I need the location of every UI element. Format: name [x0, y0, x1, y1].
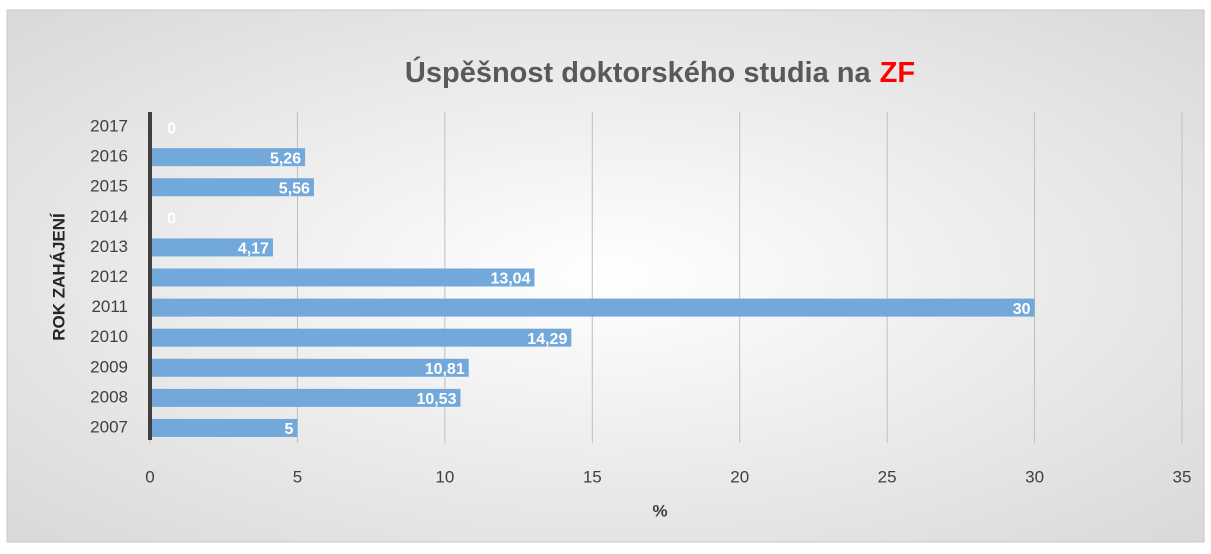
x-tick-label: 20	[730, 467, 749, 486]
y-tick-label: 2008	[90, 387, 128, 406]
y-axis-title: ROK ZAHÁJENÍ	[49, 212, 68, 341]
y-tick-label: 2017	[90, 117, 128, 136]
data-label: 5	[285, 421, 294, 438]
data-label: 14,29	[527, 331, 567, 348]
data-label: 10,81	[425, 361, 465, 378]
title-highlight: ZF	[880, 57, 915, 89]
data-label: 5,56	[279, 180, 310, 197]
x-tick-label: 25	[878, 467, 897, 486]
bar	[150, 358, 469, 377]
bar	[150, 298, 1035, 317]
bar	[150, 268, 535, 287]
data-label: 4,17	[238, 241, 269, 258]
x-tick-label: 5	[293, 467, 302, 486]
bar	[150, 178, 314, 197]
data-label: 30	[1013, 301, 1031, 318]
y-tick-label: 2012	[90, 267, 128, 286]
y-tick-label: 2011	[91, 297, 128, 316]
x-tick-label: 0	[145, 467, 154, 486]
x-tick-label: 35	[1173, 467, 1192, 486]
y-tick-label: 2015	[90, 177, 128, 196]
x-tick-label: 10	[435, 467, 454, 486]
chart-title: Úspěšnost doktorského studia na ZF	[405, 55, 915, 89]
data-label: 0	[167, 120, 176, 137]
x-tick-label: 30	[1025, 467, 1044, 486]
data-label: 5,26	[270, 150, 301, 167]
bar	[150, 238, 273, 257]
bar	[150, 388, 461, 407]
data-label: 0	[167, 211, 176, 228]
bar	[150, 328, 572, 347]
data-label: 10,53	[416, 391, 456, 408]
x-tick-label: 15	[583, 467, 602, 486]
y-tick-label: 2010	[90, 327, 128, 346]
title-main: Úspěšnost doktorského studia na	[405, 55, 872, 89]
x-axis-title: %	[652, 501, 667, 520]
y-tick-label: 2016	[90, 147, 128, 166]
y-tick-label: 2007	[90, 417, 128, 436]
data-label: 13,04	[490, 271, 530, 288]
bar	[150, 418, 298, 437]
y-tick-label: 2014	[90, 207, 128, 226]
bar	[150, 148, 306, 167]
y-tick-label: 2013	[90, 237, 128, 256]
y-tick-label: 2009	[90, 357, 128, 376]
